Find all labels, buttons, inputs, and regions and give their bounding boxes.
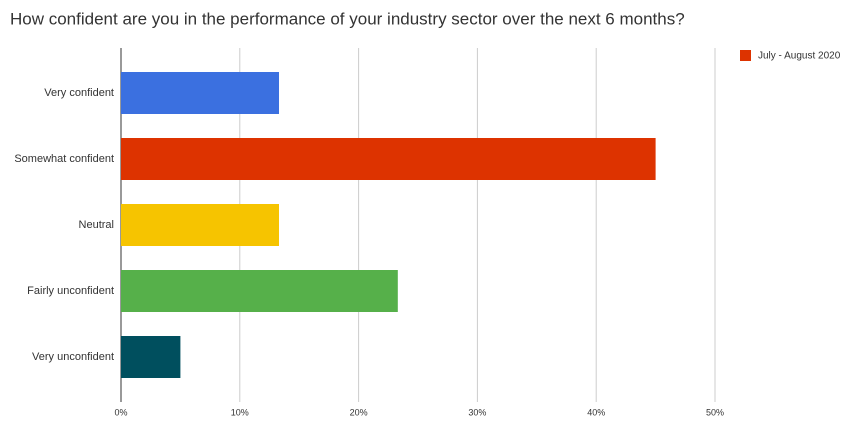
legend-swatch xyxy=(740,50,751,61)
y-tick-label: Neutral xyxy=(79,219,114,231)
chart-title: How confident are you in the performance… xyxy=(10,9,685,28)
legend-label: July - August 2020 xyxy=(758,51,841,62)
y-tick-label: Very unconfident xyxy=(32,351,114,363)
x-tick-label: 10% xyxy=(231,407,249,417)
y-tick-label: Somewhat confident xyxy=(14,153,114,165)
x-tick-label: 0% xyxy=(114,407,127,417)
x-tick-label: 30% xyxy=(468,407,486,417)
bar xyxy=(121,336,181,378)
bar xyxy=(121,270,398,312)
bar xyxy=(121,138,656,180)
y-tick-label: Fairly unconfident xyxy=(27,285,114,297)
x-tick-label: 20% xyxy=(350,407,368,417)
y-tick-label: Very confident xyxy=(44,87,114,99)
x-tick-label: 50% xyxy=(706,407,724,417)
x-tick-label: 40% xyxy=(587,407,605,417)
bar xyxy=(121,72,280,114)
bar xyxy=(121,204,280,246)
